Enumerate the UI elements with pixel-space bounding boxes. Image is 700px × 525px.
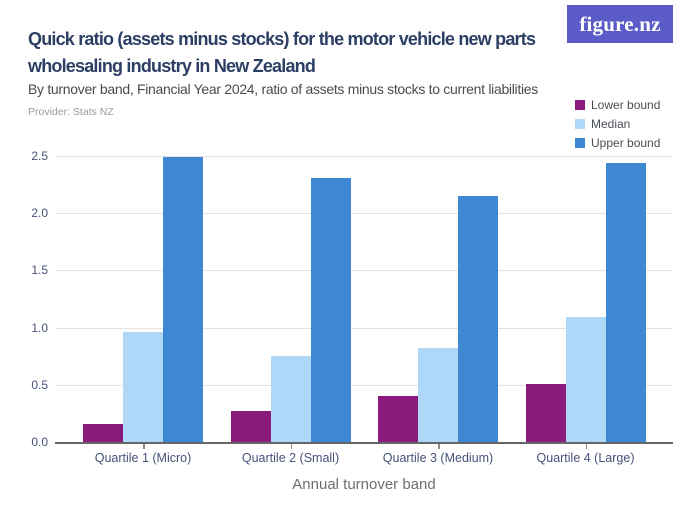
gridline — [55, 384, 673, 386]
legend-item-lower-bound: Lower bound — [575, 98, 660, 112]
bar-upper-bound-quartile-3-medium — [458, 196, 498, 442]
y-axis-labels: 0.0 0.5 1.0 1.5 2.0 2.5 — [0, 149, 48, 449]
chart-subtitle: By turnover band, Financial Year 2024, r… — [28, 81, 538, 97]
bar-upper-bound-quartile-2-small — [310, 177, 351, 442]
legend-label-median: Median — [591, 117, 631, 131]
figurenz-logo-text: figure.nz — [579, 11, 661, 36]
bar-median-quartile-2-small — [270, 356, 311, 442]
legend-label-lower-bound: Lower bound — [591, 98, 661, 112]
legend-item-upper-bound: Upper bound — [575, 136, 660, 150]
provider-credit: Provider: Stats NZ — [28, 106, 114, 118]
x-tick-mark — [143, 444, 145, 449]
bar-group-quartile-4-large — [525, 162, 646, 442]
y-tick-label: 0.0 — [31, 435, 48, 449]
gridline — [55, 327, 673, 329]
gridline — [55, 213, 673, 215]
bar-lower-bound-quartile-3-medium — [378, 396, 418, 442]
y-tick-label: 2.5 — [31, 149, 48, 163]
legend-swatch-upper-bound — [575, 138, 585, 148]
x-tick-label-quartile-1-micro: Quartile 1 (Micro) — [94, 451, 192, 465]
x-tick-label-quartile-3-medium: Quartile 3 (Medium) — [382, 451, 494, 465]
bar-median-quartile-3-medium — [418, 348, 458, 442]
y-tick-label: 0.5 — [31, 377, 48, 392]
bar-group-quartile-3-medium — [378, 196, 498, 442]
gridline — [55, 156, 673, 157]
legend-swatch-lower-bound — [575, 100, 585, 110]
x-tick-mark — [290, 444, 292, 449]
bar-group-quartile-2-small — [230, 177, 351, 442]
legend-label-upper-bound: Upper bound — [591, 136, 661, 150]
legend: Lower bound Median Upper bound — [575, 98, 660, 155]
bar-upper-bound-quartile-4-large — [605, 162, 646, 442]
y-tick-label: 2.0 — [31, 206, 48, 221]
bar-group-quartile-1-micro — [83, 157, 203, 442]
bar-lower-bound-quartile-4-large — [525, 383, 566, 442]
x-tick-label-quartile-2-small: Quartile 2 (Small) — [241, 451, 340, 465]
page-title-line1: Quick ratio (assets minus stocks) for th… — [28, 29, 536, 49]
x-tick-label-quartile-4-large: Quartile 4 (Large) — [536, 451, 635, 465]
bar-lower-bound-quartile-1-micro — [83, 423, 123, 442]
bar-lower-bound-quartile-2-small — [230, 411, 271, 442]
y-tick-label: 1.5 — [31, 263, 48, 278]
x-tick-mark — [585, 444, 587, 449]
legend-item-median: Median — [575, 117, 660, 131]
x-tick-mark — [438, 444, 440, 449]
bar-median-quartile-4-large — [565, 317, 606, 442]
legend-swatch-median — [575, 119, 585, 129]
gridline — [55, 270, 673, 272]
figurenz-logo[interactable]: figure.nz — [567, 5, 673, 43]
bar-median-quartile-1-micro — [123, 332, 163, 442]
page-title-line2: wholesaling industry in New Zealand — [28, 56, 316, 76]
page-title: Quick ratio (assets minus stocks) for th… — [28, 26, 536, 80]
y-tick-label: 1.0 — [31, 320, 48, 335]
bar-upper-bound-quartile-1-micro — [163, 157, 203, 442]
x-axis-title: Annual turnover band — [292, 476, 436, 493]
plot-area: Quartile 1 (Micro) Quartile 2 (Small) Quar… — [55, 156, 673, 465]
